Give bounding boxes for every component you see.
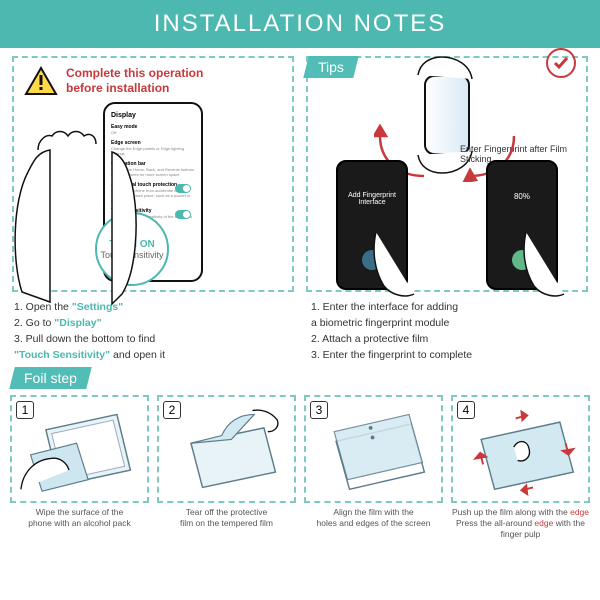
caption-line: phone with an alcohol pack bbox=[28, 518, 131, 528]
step-number: 2 bbox=[163, 401, 181, 419]
page: INSTALLATION NOTES Complete this operati… bbox=[0, 0, 600, 600]
foil-row: 1 2 3 bbox=[0, 389, 600, 507]
step-number: 1 bbox=[16, 401, 34, 419]
caption-line: Align the film with the bbox=[333, 507, 413, 517]
warning-line-1: Complete this operation bbox=[66, 66, 203, 81]
foil-captions: Wipe the surface of the phone with an al… bbox=[0, 507, 600, 546]
foil-illustration-1 bbox=[16, 401, 143, 497]
fp-percent: 80% bbox=[488, 192, 556, 201]
foil-cell-3: 3 bbox=[304, 395, 443, 503]
step-pre: 2. Go to bbox=[14, 317, 54, 329]
foil-badge: Foil step bbox=[9, 367, 91, 389]
caption-line: film on the tempered film bbox=[180, 518, 273, 528]
caption-line: Wipe the surface of the bbox=[36, 507, 123, 517]
warning-line-2: before installation bbox=[66, 81, 203, 96]
caption-4: Push up the film along with the edge Pre… bbox=[451, 507, 590, 540]
caption-line: holes and edges of the screen bbox=[317, 518, 431, 528]
foil-illustration-3 bbox=[310, 401, 437, 497]
warning-triangle-icon bbox=[24, 66, 58, 96]
caption-1: Wipe the surface of the phone with an al… bbox=[10, 507, 149, 540]
step-number: 4 bbox=[457, 401, 475, 419]
tips-phone-bottom-left: Add Fingerprint Interface bbox=[336, 160, 408, 290]
check-circle-icon bbox=[546, 48, 576, 78]
tips-illustration: Enter Fingerprint after Film Sticking Ad… bbox=[318, 88, 576, 278]
left-panel: Complete this operation before installat… bbox=[12, 56, 294, 292]
caption-2: Tear off the protective film on the temp… bbox=[157, 507, 296, 540]
hand-icon bbox=[516, 230, 566, 300]
warning-row: Complete this operation before installat… bbox=[24, 66, 282, 96]
step-line: 2. Go to "Display" bbox=[14, 315, 291, 331]
caption-3: Align the film with the holes and edges … bbox=[304, 507, 443, 540]
foil-badge-text: Foil step bbox=[24, 370, 77, 386]
right-panel: Tips Enter Fingerprint after Film Sticki… bbox=[306, 56, 588, 292]
step-post: and open it bbox=[110, 349, 165, 361]
step-line: 1. Enter the interface for adding bbox=[311, 299, 588, 315]
warning-text: Complete this operation before installat… bbox=[66, 66, 203, 96]
caption-edge: edge bbox=[570, 507, 589, 517]
step-line: "Touch Sensitivity" and open it bbox=[14, 347, 291, 363]
page-title: INSTALLATION NOTES bbox=[0, 0, 600, 48]
step-line: a biometric fingerprint module bbox=[311, 315, 588, 331]
tips-phone-bottom-right: 80% bbox=[486, 160, 558, 290]
phone-screen-title: Display bbox=[111, 112, 195, 119]
foil-illustration-2 bbox=[163, 401, 290, 497]
step-line: 3. Pull down the bottom to find bbox=[14, 331, 291, 347]
top-row: Complete this operation before installat… bbox=[0, 48, 600, 298]
caption-line: Press the all-around bbox=[456, 518, 534, 528]
right-steps: 1. Enter the interface for adding a biom… bbox=[303, 298, 600, 367]
hand-icon bbox=[416, 51, 476, 81]
hand-icon bbox=[0, 122, 164, 312]
toggle-icon bbox=[175, 184, 191, 193]
phone-illustration-left: Display Easy mode Off Edge screen Change… bbox=[24, 102, 282, 282]
step-number: 3 bbox=[310, 401, 328, 419]
foil-cell-2: 2 bbox=[157, 395, 296, 503]
step-pre: 3. Pull down the bottom to find bbox=[14, 333, 155, 345]
caption-line: Tear off the protective bbox=[186, 507, 268, 517]
step-keyword: "Touch Sensitivity" bbox=[14, 349, 110, 361]
step-keyword: "Display" bbox=[54, 317, 101, 329]
toggle-icon bbox=[175, 210, 191, 219]
caption-line: Push up the film along with the bbox=[452, 507, 570, 517]
fp-label: Add Fingerprint Interface bbox=[338, 192, 406, 206]
step-line: 3. Enter the fingerprint to complete bbox=[311, 347, 588, 363]
foil-cell-1: 1 bbox=[10, 395, 149, 503]
foil-header: Foil step bbox=[0, 367, 600, 389]
foil-illustration-4 bbox=[457, 401, 584, 497]
hand-icon bbox=[366, 230, 416, 300]
foil-cell-4: 4 bbox=[451, 395, 590, 503]
tips-badge: Tips bbox=[303, 56, 358, 78]
step-line: 2. Attach a protective film bbox=[311, 331, 588, 347]
tips-badge-text: Tips bbox=[318, 59, 344, 75]
caption-edge: edge bbox=[534, 518, 553, 528]
